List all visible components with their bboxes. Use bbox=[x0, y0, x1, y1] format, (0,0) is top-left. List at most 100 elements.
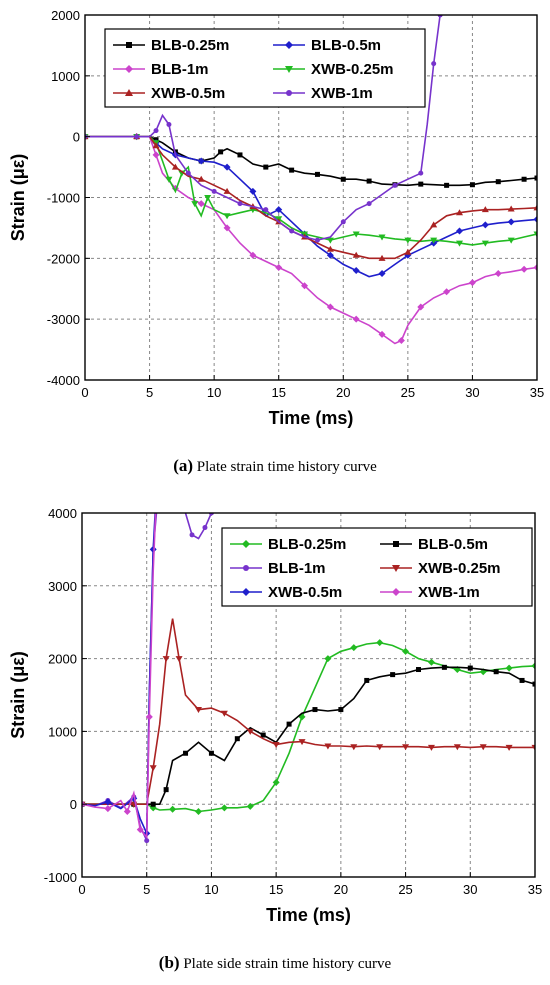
chart-b-point-BLB-0.5m bbox=[338, 707, 344, 713]
chart-a-point-XWB-0.5m bbox=[352, 251, 360, 258]
chart-b-point-BLB-0.5m bbox=[163, 787, 169, 793]
chart-b-legend-label-BLB-0.25m: BLB-0.25m bbox=[268, 536, 346, 553]
chart-b-xtick-label: 5 bbox=[143, 882, 150, 897]
chart-b-point-BLB-0.5m bbox=[208, 750, 214, 756]
chart-a-point-XWB-0.25m bbox=[352, 231, 360, 238]
chart-b-point-BLB-0.25m bbox=[220, 804, 228, 812]
chart-a-point-XWB-0.5m bbox=[171, 163, 179, 170]
chart-b-point-BLB-0.25m bbox=[479, 668, 487, 676]
chart-b-point-BLB-0.5m bbox=[234, 736, 240, 742]
chart-b-series-XWB-1m bbox=[82, 513, 157, 840]
chart-a-ytick-label: -2000 bbox=[47, 251, 80, 266]
chart-a-point-BLB-0.25m bbox=[444, 182, 450, 188]
chart-a-point-XWB-1m bbox=[185, 170, 191, 176]
chart-a-point-BLB-1m bbox=[520, 265, 528, 273]
chart-a-point-XWB-0.25m bbox=[223, 213, 231, 220]
chart-a-point-XWB-0.25m bbox=[481, 240, 489, 247]
chart-b-point-BLB-0.25m bbox=[324, 655, 332, 663]
chart-a-point-XWB-0.5m bbox=[404, 248, 412, 255]
chart-b-point-BLB-0.5m bbox=[441, 664, 447, 670]
chart-a-point-XWB-1m bbox=[211, 188, 217, 194]
chart-a-point-XWB-0.25m bbox=[430, 237, 438, 244]
chart-b-legend-marker-XWB-1m bbox=[392, 588, 400, 596]
chart-b-xtick-label: 10 bbox=[204, 882, 218, 897]
chart-a-point-BLB-0.25m bbox=[418, 181, 424, 187]
chart-b-point-BLB-0.25m bbox=[298, 713, 306, 721]
chart-a-point-XWB-0.25m bbox=[326, 237, 334, 244]
chart-a-point-BLB-0.5m bbox=[456, 227, 464, 235]
chart-b-point-XWB-0.25m bbox=[175, 656, 183, 663]
chart-a-point-BLB-0.25m bbox=[340, 176, 346, 182]
chart-b-point-BLB-1m bbox=[144, 838, 150, 844]
chart-b-point-XWB-1m bbox=[136, 826, 144, 834]
chart-a-ylabel: Strain (με) bbox=[8, 154, 28, 242]
chart-a-series-BLB-0.25m bbox=[85, 134, 537, 188]
chart-b-point-XWB-0.25m bbox=[427, 744, 435, 751]
chart-b-xtick-label: 20 bbox=[334, 882, 348, 897]
chart-b-point-BLB-0.25m bbox=[149, 804, 157, 812]
chart-a-point-XWB-1m bbox=[431, 61, 437, 67]
chart-a-point-BLB-1m bbox=[326, 303, 334, 311]
chart-a-point-BLB-1m bbox=[417, 303, 425, 311]
chart-a-point-BLB-0.25m bbox=[218, 149, 224, 155]
chart-b-point-XWB-0.25m bbox=[149, 765, 157, 772]
chart-b-legend-marker-XWB-0.25m bbox=[392, 565, 400, 572]
chart-a-point-BLB-0.25m bbox=[314, 171, 320, 177]
chart-b-point-XWB-0.25m bbox=[162, 656, 170, 663]
chart-a-point-BLB-1m bbox=[443, 288, 451, 296]
chart-a-point-BLB-1m bbox=[249, 251, 257, 259]
chart-a-point-XWB-0.5m bbox=[223, 187, 231, 194]
chart-a-point-XWB-0.5m bbox=[430, 221, 438, 228]
chart-b-point-XWB-0.25m bbox=[246, 728, 254, 735]
chart-a-xtick-label: 15 bbox=[271, 385, 285, 400]
chart-a-point-BLB-0.25m bbox=[469, 182, 475, 188]
chart-a-legend-marker-XWB-0.5m bbox=[125, 89, 133, 96]
chart-a-ytick-label: -1000 bbox=[47, 191, 80, 206]
chart-b-line-XWB-1m bbox=[82, 513, 157, 840]
chart-a-legend-marker-BLB-0.25m bbox=[126, 42, 132, 48]
chart-b-xtick-label: 35 bbox=[528, 882, 542, 897]
chart-b-xtick-label: 15 bbox=[269, 882, 283, 897]
chart-a-point-XWB-0.5m bbox=[481, 206, 489, 213]
chart-a-point-XWB-1m bbox=[153, 128, 159, 134]
chart-b-xtick-label: 0 bbox=[78, 882, 85, 897]
chart-a-ytick-label: -4000 bbox=[47, 373, 80, 388]
chart-b-ytick-label: 1000 bbox=[48, 724, 77, 739]
chart-b-point-BLB-0.5m bbox=[390, 672, 396, 678]
chart-a-point-BLB-1m bbox=[197, 200, 205, 208]
chart-a-line-XWB-0.5m bbox=[85, 135, 537, 260]
chart-a-xtick-label: 5 bbox=[146, 385, 153, 400]
chart-b-xlabel: Time (ms) bbox=[266, 905, 351, 925]
chart-b-point-BLB-0.5m bbox=[364, 677, 370, 683]
chart-a-point-XWB-0.25m bbox=[456, 240, 464, 247]
chart-a-point-BLB-1m bbox=[275, 263, 283, 271]
chart-b-point-XWB-0.25m bbox=[220, 710, 228, 717]
chart-b-legend-marker-BLB-1m bbox=[243, 565, 249, 571]
chart-a-point-XWB-0.25m bbox=[204, 195, 212, 201]
chart-b-point-BLB-0.5m bbox=[150, 801, 156, 807]
chart-a-line-XWB-0.25m bbox=[85, 135, 537, 246]
chart-b-point-BLB-0.25m bbox=[246, 802, 254, 810]
chart-a-series-XWB-1m bbox=[85, 15, 443, 243]
chart-a-point-BLB-1m bbox=[301, 282, 309, 290]
chart-b-point-XWB-0.25m bbox=[505, 744, 513, 751]
chart-a-xtick-label: 0 bbox=[81, 385, 88, 400]
chart-a-point-BLB-0.25m bbox=[263, 164, 269, 170]
chart-b-point-XWB-0.5m bbox=[104, 798, 112, 806]
chart-a-legend: BLB-0.25m BLB-0.5m BLB-1m XWB-0.25m XWB-0.5m… bbox=[104, 28, 426, 108]
chart-a-legend-label-XWB-1m: XWB-1m bbox=[311, 85, 373, 102]
chart-a-point-XWB-0.25m bbox=[404, 237, 412, 244]
chart-a-legend-label-BLB-1m: BLB-1m bbox=[151, 61, 209, 78]
chart-a-point-BLB-1m bbox=[494, 270, 502, 278]
chart-a-xtick-label: 30 bbox=[465, 385, 479, 400]
chart-a-ytick-label: 0 bbox=[73, 130, 80, 145]
chart-a-point-BLB-0.25m bbox=[495, 179, 501, 185]
chart-b-legend-marker-BLB-0.5m bbox=[393, 541, 399, 547]
chart-a-point-XWB-0.5m bbox=[456, 209, 464, 216]
chart-b-point-XWB-0.25m bbox=[324, 743, 332, 750]
chart-a-point-BLB-1m bbox=[397, 336, 405, 344]
chart-a-line-BLB-0.5m bbox=[85, 135, 537, 278]
chart-b-point-BLB-0.5m bbox=[493, 669, 499, 675]
chart-b-point-BLB-0.5m bbox=[519, 677, 525, 683]
chart-a-point-XWB-1m bbox=[392, 182, 398, 188]
